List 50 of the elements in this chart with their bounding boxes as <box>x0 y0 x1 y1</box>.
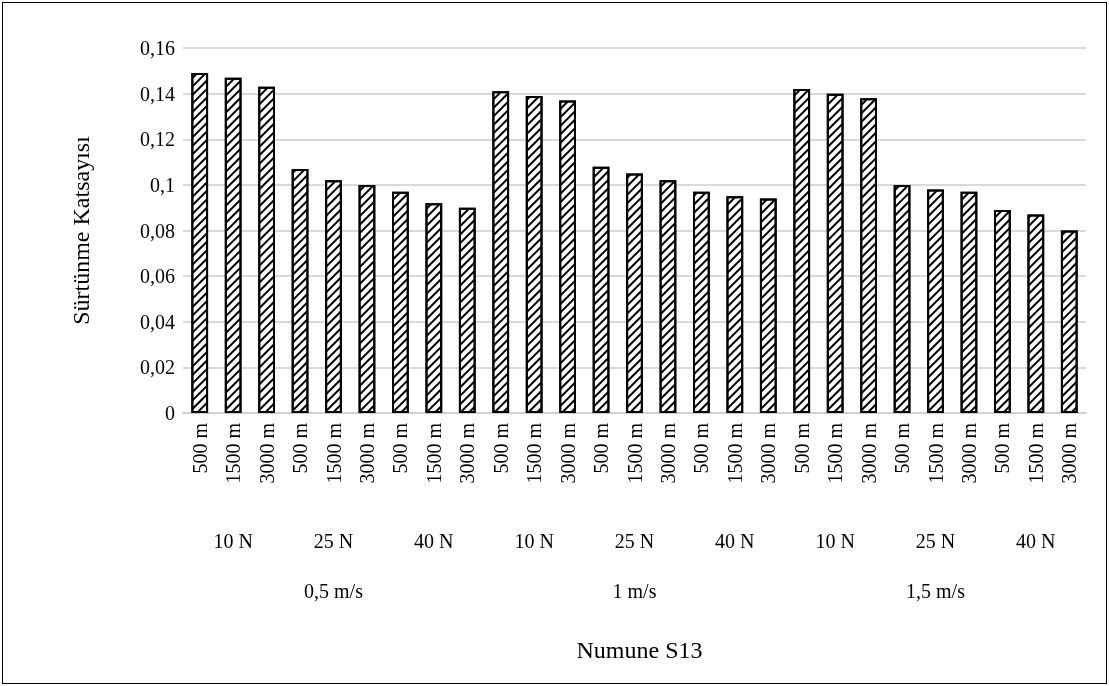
x-tick-label: 1500 m <box>422 422 445 484</box>
x-tick-label: 1500 m <box>924 422 947 484</box>
x-tick-label: 500 m <box>690 422 713 474</box>
text: 10 N <box>514 530 554 552</box>
x-tick-label: 3000 m <box>857 422 880 484</box>
text: 40 N <box>414 530 454 552</box>
text: 0,5 m/s <box>304 580 364 602</box>
x-tick-label: 3000 m <box>1058 422 1081 484</box>
x-tick-label: 1500 m <box>322 422 345 484</box>
x-tick-label: 500 m <box>188 422 211 474</box>
y-tick-label: 0,06 <box>140 265 175 288</box>
y-tick-label: 0,1 <box>150 173 175 196</box>
x-tick-label: 1500 m <box>824 422 847 484</box>
x-tick-label: 3000 m <box>556 422 579 484</box>
text: 1 m/s <box>612 580 657 602</box>
x-tick-label: 500 m <box>489 422 512 474</box>
x-tick-label: 3000 m <box>355 422 378 484</box>
text: 40 N <box>715 530 755 552</box>
text: Numune S13 <box>576 637 703 663</box>
x-tick-label: 3000 m <box>255 422 278 484</box>
y-tick-label: 0,14 <box>140 82 175 105</box>
x-tick-label: 3000 m <box>757 422 780 484</box>
y-axis-title: Sürtünme Katsayısı <box>68 135 94 325</box>
y-tick-label: 0,04 <box>140 310 175 333</box>
y-tick-label: 0 <box>165 402 175 424</box>
x-tick-label: 500 m <box>891 422 914 474</box>
x-tick-label: 1500 m <box>222 422 245 484</box>
x-tick-label: 1500 m <box>723 422 746 484</box>
x-tick-label: 500 m <box>389 422 412 474</box>
x-tick-label: 500 m <box>991 422 1014 474</box>
x-tick-label: 500 m <box>289 422 312 474</box>
y-tick-label: 0,02 <box>140 356 175 379</box>
text: 10 N <box>815 530 855 552</box>
text: 25 N <box>614 530 655 552</box>
text: 1,5 m/s <box>906 580 966 602</box>
text: 40 N <box>1016 530 1056 552</box>
x-tick-label: 1500 m <box>523 422 546 484</box>
x-tick-label: 3000 m <box>456 422 479 484</box>
text: 25 N <box>915 530 956 552</box>
x-tick-label: 500 m <box>790 422 813 474</box>
y-tick-label: 0,12 <box>140 128 175 151</box>
x-tick-label: 1500 m <box>623 422 646 484</box>
text: 10 N <box>213 530 253 552</box>
x-tick-label: 3000 m <box>656 422 679 484</box>
y-tick-label: 0,08 <box>140 219 175 242</box>
text: 25 N <box>313 530 354 552</box>
x-tick-label: 500 m <box>590 422 613 474</box>
x-tick-label: 1500 m <box>1024 422 1047 484</box>
x-tick-label: 3000 m <box>957 422 980 484</box>
y-tick-label: 0,16 <box>140 37 175 59</box>
